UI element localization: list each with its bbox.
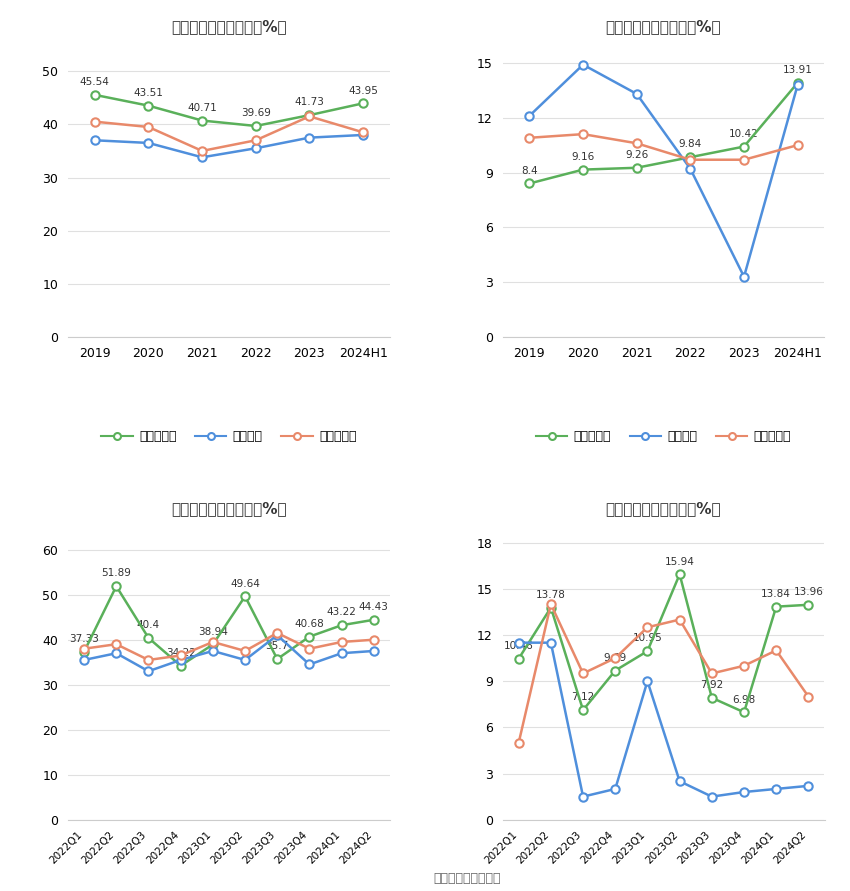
Text: 13.84: 13.84	[762, 589, 791, 599]
Text: 9.16: 9.16	[571, 151, 595, 162]
Text: 40.68: 40.68	[295, 619, 325, 629]
Text: 10.46: 10.46	[504, 641, 534, 651]
Title: 季度净利率变化情况（%）: 季度净利率变化情况（%）	[606, 502, 722, 516]
Text: 40.4: 40.4	[137, 620, 160, 630]
Text: 34.22: 34.22	[166, 648, 196, 658]
Title: 历年毛利率变化情况（%）: 历年毛利率变化情况（%）	[171, 19, 286, 34]
Text: 43.95: 43.95	[348, 86, 378, 95]
Text: 7.92: 7.92	[700, 680, 723, 690]
Title: 历年净利率变化情况（%）: 历年净利率变化情况（%）	[606, 19, 722, 34]
Text: 43.22: 43.22	[326, 608, 356, 617]
Text: 10.95: 10.95	[632, 634, 662, 643]
Text: 9.84: 9.84	[679, 140, 702, 150]
Text: 10.42: 10.42	[729, 129, 759, 139]
Text: 7.12: 7.12	[571, 692, 595, 702]
Text: 35.7: 35.7	[265, 642, 289, 651]
Text: 6.98: 6.98	[733, 695, 756, 705]
Text: 39.69: 39.69	[241, 108, 270, 119]
Text: 37.33: 37.33	[69, 634, 99, 644]
Text: 43.51: 43.51	[133, 88, 163, 98]
Text: 38.94: 38.94	[198, 626, 228, 637]
Legend: 公司毛利率, 行业均值, 行业中位数: 公司毛利率, 行业均值, 行业中位数	[96, 425, 361, 448]
Text: 9.69: 9.69	[604, 653, 627, 663]
Text: 13.96: 13.96	[793, 587, 824, 597]
Text: 15.94: 15.94	[665, 557, 694, 567]
Text: 13.78: 13.78	[536, 590, 566, 600]
Text: 49.64: 49.64	[230, 578, 260, 589]
Text: 8.4: 8.4	[521, 166, 538, 176]
Text: 41.73: 41.73	[294, 97, 325, 108]
Legend: 公司净利率, 行业均值, 行业中位数: 公司净利率, 行业均值, 行业中位数	[531, 425, 796, 448]
Text: 45.54: 45.54	[80, 78, 110, 87]
Text: 数据来源：恒生聚源: 数据来源：恒生聚源	[434, 872, 502, 885]
Title: 季度毛利率变化情况（%）: 季度毛利率变化情况（%）	[171, 502, 286, 516]
Text: 44.43: 44.43	[359, 602, 388, 612]
Text: 13.91: 13.91	[783, 65, 813, 75]
Text: 9.26: 9.26	[625, 150, 649, 160]
Text: 40.71: 40.71	[187, 102, 217, 113]
Text: 51.89: 51.89	[101, 568, 131, 578]
